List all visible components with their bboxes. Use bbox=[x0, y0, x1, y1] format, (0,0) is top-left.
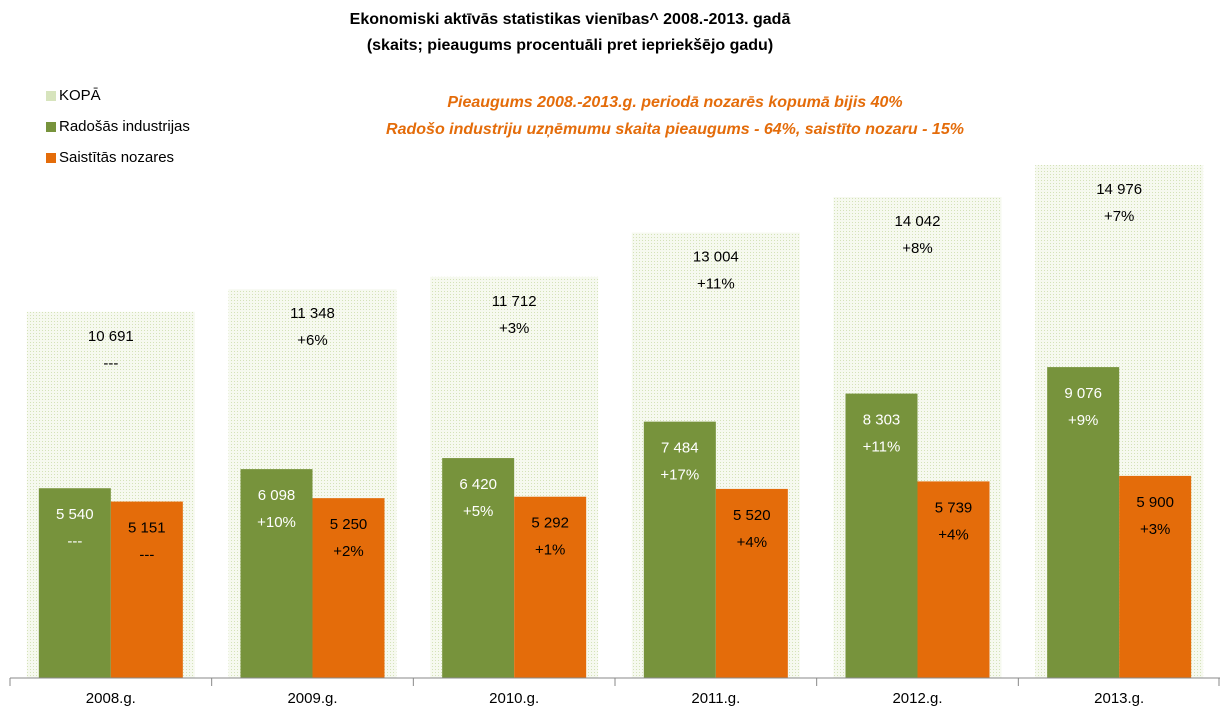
x-tick-label: 2009.g. bbox=[287, 690, 337, 707]
x-tick-label: 2012.g. bbox=[892, 690, 942, 707]
change-label: +11% bbox=[697, 276, 735, 293]
bar bbox=[38, 488, 111, 678]
change-label: +5% bbox=[463, 503, 493, 520]
bar bbox=[1119, 475, 1192, 678]
bar bbox=[917, 481, 990, 678]
value-label: 11 348 bbox=[290, 305, 335, 322]
chart-title: Ekonomiski aktīvās statistikas vienības^… bbox=[350, 11, 791, 28]
bar bbox=[110, 501, 183, 678]
change-label: +7% bbox=[1104, 208, 1134, 225]
change-label: +8% bbox=[902, 240, 932, 257]
value-label: 6 420 bbox=[459, 476, 497, 493]
bar bbox=[442, 458, 515, 678]
change-label: +3% bbox=[499, 320, 529, 337]
change-label: --- bbox=[67, 533, 82, 550]
change-label: +10% bbox=[257, 514, 296, 531]
x-tick-label: 2011.g. bbox=[691, 690, 740, 707]
x-tick-label: 2008.g. bbox=[86, 690, 136, 707]
bar bbox=[240, 469, 313, 678]
value-label: 5 250 bbox=[330, 516, 368, 533]
bar bbox=[715, 488, 788, 678]
change-label: +4% bbox=[938, 526, 968, 543]
value-label: 5 520 bbox=[733, 507, 771, 524]
value-label: 5 739 bbox=[935, 499, 973, 516]
change-label: --- bbox=[139, 547, 154, 564]
value-label: 7 484 bbox=[661, 440, 699, 457]
legend-label: Radošās industrijas bbox=[59, 118, 190, 135]
change-label: +6% bbox=[297, 332, 327, 349]
legend-label: KOPĀ bbox=[59, 87, 101, 104]
bar bbox=[312, 498, 385, 678]
legend-swatch bbox=[46, 91, 56, 101]
annotation: Pieaugums 2008.-2013.g. periodā nozarēs … bbox=[447, 94, 902, 111]
value-label: 5 900 bbox=[1136, 494, 1174, 511]
legend-swatch bbox=[46, 122, 56, 132]
chart-subtitle: (skaits; pieaugums procentuāli pret iepr… bbox=[367, 37, 773, 54]
value-label: 6 098 bbox=[258, 487, 296, 504]
value-label: 13 004 bbox=[693, 249, 739, 266]
change-label: +3% bbox=[1140, 521, 1170, 538]
bar bbox=[845, 393, 918, 678]
change-label: +4% bbox=[737, 534, 767, 551]
change-label: +2% bbox=[333, 543, 363, 560]
value-label: 10 691 bbox=[88, 328, 134, 345]
bar bbox=[643, 421, 716, 678]
change-label: +11% bbox=[863, 439, 901, 456]
change-label: +9% bbox=[1068, 412, 1098, 429]
value-label: 8 303 bbox=[863, 412, 901, 429]
value-label: 14 976 bbox=[1096, 181, 1142, 198]
x-tick-label: 2010.g. bbox=[489, 690, 539, 707]
value-label: 5 540 bbox=[56, 506, 94, 523]
change-label: +1% bbox=[535, 542, 565, 559]
legend-label: Saistītās nozares bbox=[59, 149, 174, 166]
value-label: 9 076 bbox=[1064, 385, 1102, 402]
bar bbox=[514, 496, 587, 678]
change-label: +17% bbox=[660, 467, 699, 484]
bar bbox=[1047, 367, 1120, 678]
value-label: 11 712 bbox=[492, 293, 537, 310]
legend-swatch bbox=[46, 153, 56, 163]
value-label: 5 292 bbox=[531, 515, 569, 532]
value-label: 14 042 bbox=[895, 213, 941, 230]
change-label: --- bbox=[103, 355, 118, 372]
value-label: 5 151 bbox=[128, 520, 166, 537]
annotation: Radošo industriju uzņēmumu skaita pieaug… bbox=[386, 121, 964, 138]
x-tick-label: 2013.g. bbox=[1094, 690, 1144, 707]
